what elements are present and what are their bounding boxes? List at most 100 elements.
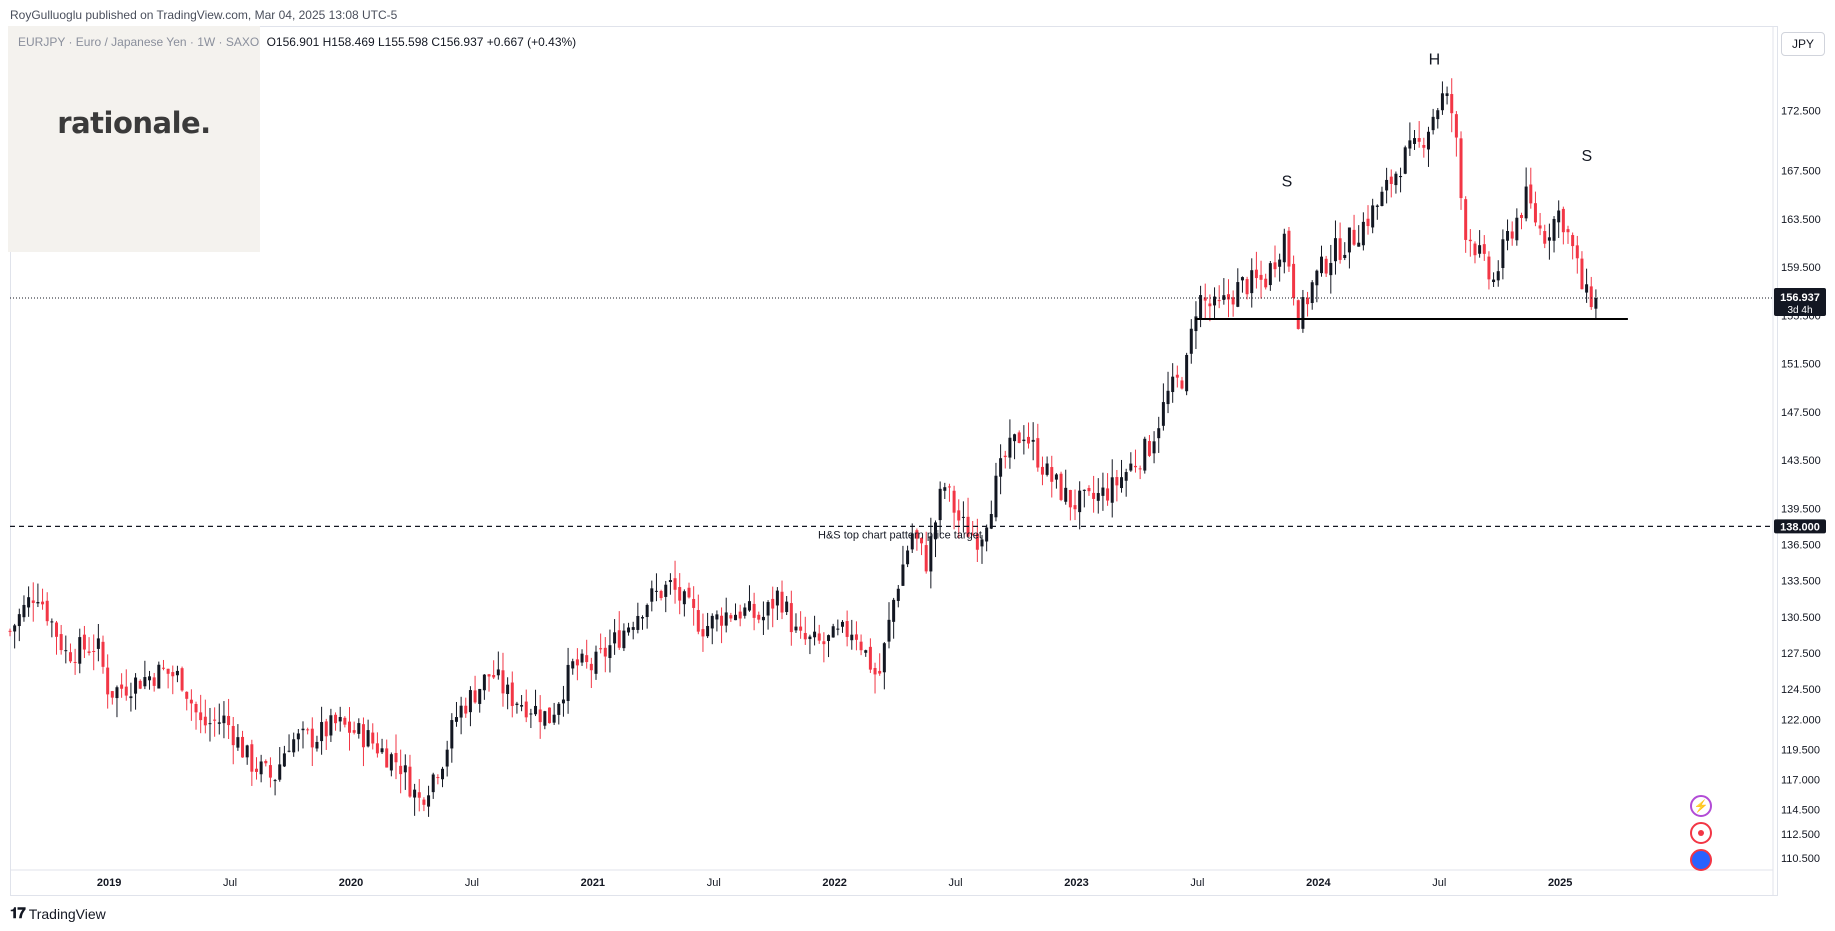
candle-body xyxy=(603,647,607,657)
candle-body xyxy=(1259,274,1263,280)
candle-body xyxy=(501,670,505,694)
candle-body xyxy=(450,720,454,749)
candle-body xyxy=(320,722,324,742)
candle-body xyxy=(1282,233,1286,263)
tradingview-footer[interactable]: 𝟏𝟕 TradingView xyxy=(10,905,106,922)
candle-body xyxy=(1129,463,1133,471)
candle-body xyxy=(915,530,919,539)
candle-body xyxy=(148,676,152,681)
candle-body xyxy=(55,622,59,637)
candle-body xyxy=(1278,259,1282,267)
candle-body xyxy=(352,730,356,733)
candle-body xyxy=(999,458,1003,477)
target-label: H&S top chart pattern price target xyxy=(818,529,982,541)
candle-body xyxy=(552,714,556,723)
candle-body xyxy=(1096,493,1100,501)
candle-body xyxy=(822,641,826,645)
candle-body xyxy=(1585,284,1589,293)
candle-body xyxy=(1231,297,1235,305)
candle-body xyxy=(580,653,584,663)
candle-body xyxy=(431,774,435,793)
target-price-tag xyxy=(1774,519,1826,534)
candle-body xyxy=(994,475,998,518)
candle-body xyxy=(933,522,937,540)
candle-body xyxy=(106,667,110,695)
candle-body xyxy=(715,614,719,620)
time-tick-label: 2022 xyxy=(822,877,846,889)
candle-body xyxy=(1347,227,1351,253)
candle-body xyxy=(1510,231,1514,239)
candle-body xyxy=(1003,455,1007,458)
candle-body xyxy=(873,667,877,675)
candle-body xyxy=(878,670,882,674)
candle-body xyxy=(613,632,617,644)
candle-body xyxy=(1031,439,1035,442)
currency-unit-button[interactable]: JPY xyxy=(1781,32,1825,56)
candle-body xyxy=(78,637,82,664)
time-tick-label: Jul xyxy=(223,877,237,889)
candle-body xyxy=(45,600,49,622)
candle-body xyxy=(538,709,542,723)
candle-body xyxy=(1050,467,1054,482)
candle-body xyxy=(487,674,491,677)
candle-body xyxy=(1566,229,1570,233)
candle-body xyxy=(1133,465,1137,468)
candle-body xyxy=(938,488,942,521)
candle-body xyxy=(1013,434,1017,442)
price-tick-label: 122.000 xyxy=(1781,714,1821,726)
candle-body xyxy=(1422,144,1426,148)
candle-body xyxy=(599,648,603,650)
candle-body xyxy=(631,627,635,630)
candle-body xyxy=(575,659,579,666)
candle-body xyxy=(1538,225,1542,229)
candle-body xyxy=(254,768,258,772)
candle-body xyxy=(1315,270,1319,286)
candle-body xyxy=(1106,488,1110,501)
candle-body xyxy=(617,630,621,648)
candle-body xyxy=(1431,116,1435,131)
candle-body xyxy=(1064,487,1068,502)
candle-body xyxy=(1287,230,1291,267)
candle-body xyxy=(980,539,984,547)
candle-body xyxy=(273,780,277,782)
candle-body xyxy=(1217,300,1221,302)
candle-body xyxy=(478,688,482,704)
candle-body xyxy=(1110,477,1114,503)
time-tick-label: Jul xyxy=(949,877,963,889)
candle-body xyxy=(180,668,184,691)
indicator-icons: ⚡ xyxy=(1690,795,1716,876)
candle-body xyxy=(1068,489,1072,508)
candle-body xyxy=(645,604,649,618)
lightning-icon[interactable]: ⚡ xyxy=(1690,795,1712,817)
candle-body xyxy=(659,590,663,599)
price-tick-label: 124.500 xyxy=(1781,684,1821,696)
candle-body xyxy=(13,625,17,632)
candle-body xyxy=(1213,296,1217,306)
candle-body xyxy=(1143,438,1147,471)
candle-body xyxy=(589,663,593,671)
candle-body xyxy=(622,630,626,649)
candle-body xyxy=(282,753,286,767)
candle-body xyxy=(101,641,105,667)
candle-body xyxy=(1361,221,1365,246)
candle-body xyxy=(394,752,398,763)
globe-icon[interactable] xyxy=(1690,849,1712,871)
candle-body xyxy=(166,668,170,674)
record-icon[interactable] xyxy=(1690,822,1712,844)
candle-body xyxy=(1385,179,1389,191)
candle-body xyxy=(1468,239,1472,242)
candle-body xyxy=(506,684,510,695)
candle-body xyxy=(366,730,370,747)
candle-body xyxy=(17,614,21,627)
candle-body xyxy=(129,696,133,699)
candle-body xyxy=(654,590,658,592)
candle-body xyxy=(1152,441,1156,454)
candle-body xyxy=(1273,262,1277,270)
symbol-description[interactable]: EURJPY · Euro / Japanese Yen · 1W · SAXO xyxy=(18,35,260,49)
chart-pane[interactable] xyxy=(10,26,1778,896)
candle-body xyxy=(82,634,86,650)
candle-body xyxy=(110,691,114,698)
candle-body xyxy=(840,621,844,627)
candle-body xyxy=(743,607,747,616)
